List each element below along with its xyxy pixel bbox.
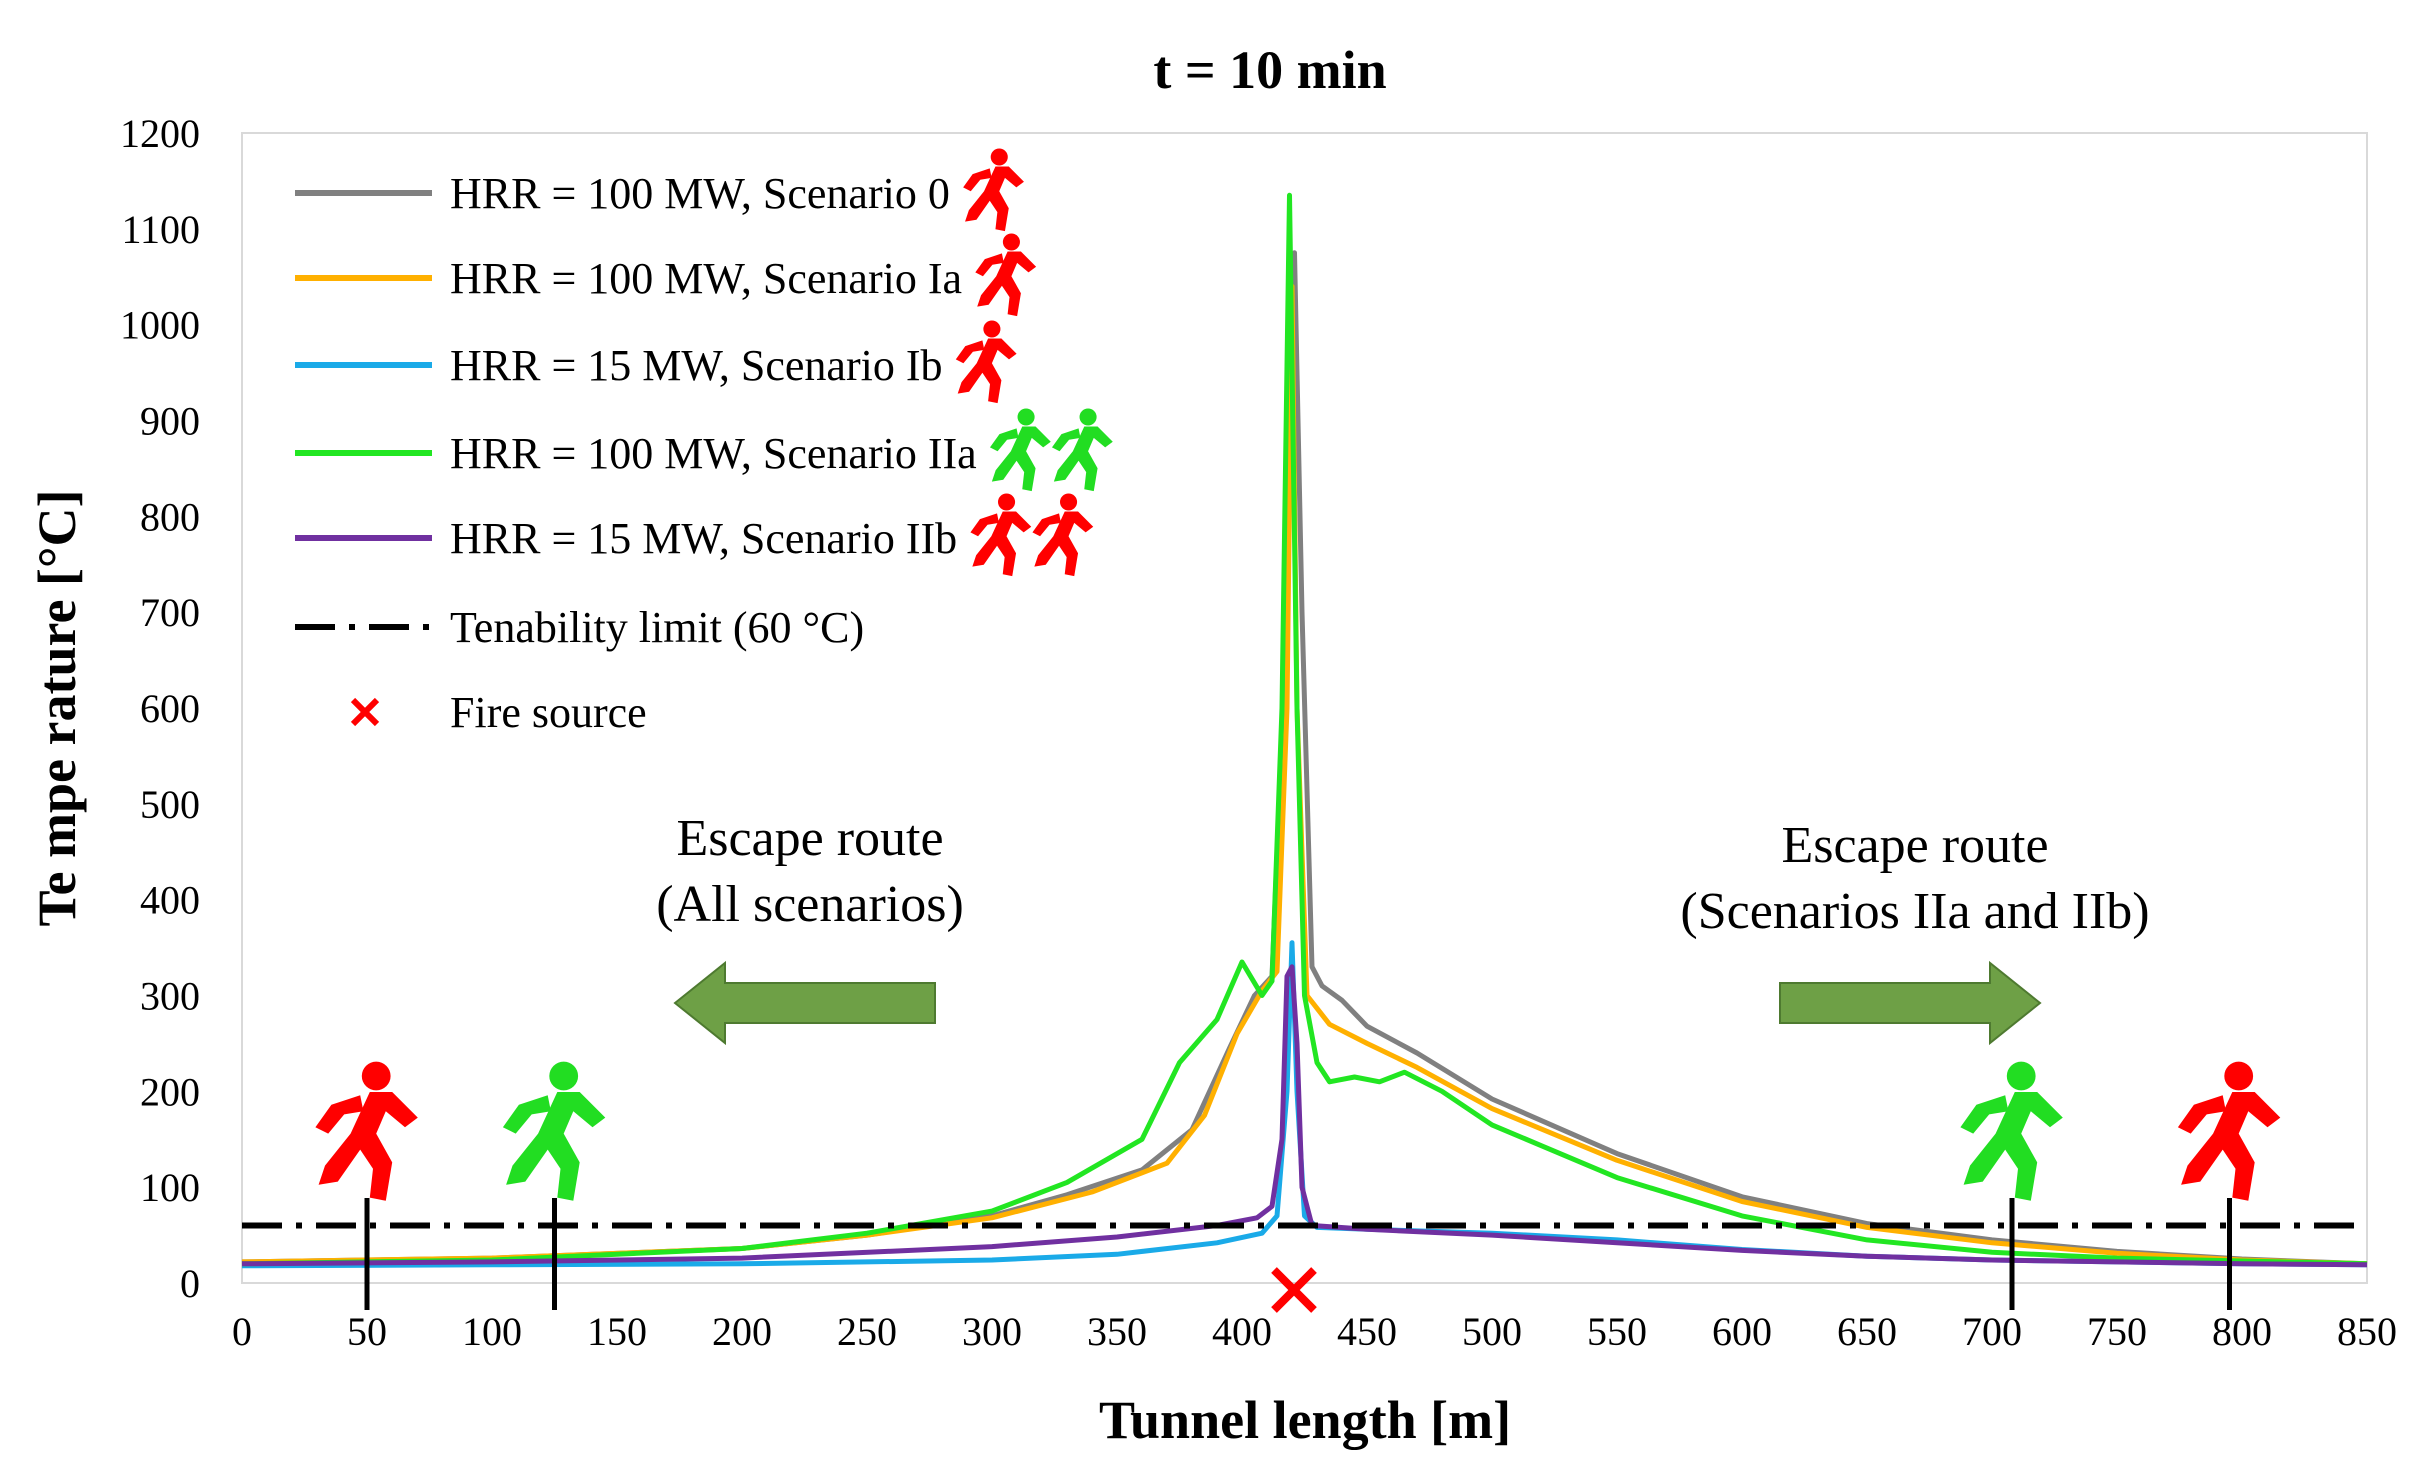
legend: HRR = 100 MW, Scenario 0 HRR = 100 MW, Sc… [295, 148, 1113, 737]
x-axis-title: Tunnel length [m] [1099, 1390, 1511, 1450]
red-runner-icon [970, 493, 1032, 577]
green-runner-icon [989, 408, 1051, 492]
x-tick-label: 800 [2212, 1309, 2272, 1354]
legend-label-5: Tenability limit (60 °C) [450, 603, 864, 652]
legend-label-fire-source: Fire source [450, 688, 647, 737]
green-runner-icon [502, 1061, 606, 1201]
x-tick-label: 300 [962, 1309, 1022, 1354]
y-tick-label: 200 [140, 1069, 200, 1114]
x-tick-label: 650 [1837, 1309, 1897, 1354]
x-tick-label: 250 [837, 1309, 897, 1354]
chart-title: t = 10 min [1153, 40, 1386, 100]
legend-label-2: HRR = 15 MW, Scenario Ib [450, 341, 943, 390]
y-tick-label: 1100 [121, 207, 200, 252]
x-tick-label: 600 [1712, 1309, 1772, 1354]
series-line-4 [241, 964, 2368, 1268]
x-tick-label: 550 [1587, 1309, 1647, 1354]
series-layer [241, 192, 2368, 1269]
x-tick-label: 100 [462, 1309, 522, 1354]
x-tick-label: 0 [232, 1309, 252, 1354]
annotation-left-line1: Escape route [676, 810, 943, 867]
x-tick-label: 350 [1087, 1309, 1147, 1354]
x-tick-label: 750 [2087, 1309, 2147, 1354]
annotation-left-line2: (All scenarios) [656, 876, 964, 933]
y-tick-label: 300 [140, 974, 200, 1019]
y-tick-label: 100 [140, 1165, 200, 1210]
y-tick-label: 800 [140, 494, 200, 539]
x-tick-label: 700 [1962, 1309, 2022, 1354]
legend-label-4: HRR = 15 MW, Scenario IIb [450, 514, 957, 563]
legend-label-1: HRR = 100 MW, Scenario Ia [450, 254, 962, 303]
y-axis-ticks: 0 100 200 300 400 500 600 700 800 900 1000 1100 1200 [120, 111, 200, 1306]
x-tick-label: 450 [1337, 1309, 1397, 1354]
red-runner-icon [963, 148, 1024, 232]
x-tick-label: 850 [2337, 1309, 2397, 1354]
red-runner-icon [2177, 1061, 2281, 1201]
annotation-left: Escape route (All scenarios) [656, 810, 964, 1046]
green-runner-icon [1960, 1061, 2063, 1201]
annotation-right-line2: (Scenarios IIa and IIb) [1680, 883, 2149, 940]
red-runner-icon [975, 233, 1037, 317]
red-runner-icon [955, 320, 1017, 404]
x-tick-label: 400 [1212, 1309, 1272, 1354]
right-arrow-icon [1779, 960, 2042, 1046]
annotation-right: Escape route (Scenarios IIa and IIb) [1680, 817, 2150, 1046]
red-runner-icon [1032, 493, 1094, 577]
annotation-right-line1: Escape route [1781, 817, 2048, 874]
fire-source-marker [1271, 1267, 1317, 1313]
green-runner-icon [1051, 408, 1113, 492]
x-tick-label: 150 [587, 1309, 647, 1354]
x-tick-label: 500 [1462, 1309, 1522, 1354]
series-line-3 [241, 192, 2368, 1267]
y-axis-title: Te mpe rature [°C] [27, 489, 87, 926]
y-tick-label: 0 [180, 1261, 200, 1306]
y-tick-label: 1000 [120, 303, 200, 348]
fire-source-legend-icon [350, 697, 380, 727]
y-tick-label: 600 [140, 686, 200, 731]
y-tick-label: 900 [140, 399, 200, 444]
y-tick-label: 500 [140, 782, 200, 827]
left-arrow-icon [673, 960, 936, 1046]
markers-layer [315, 1061, 2281, 1310]
x-axis-ticks: 0 50 100 150 200 250 300 350 400 450 500 550 600 650 7… [232, 1309, 2397, 1354]
x-tick-label: 200 [712, 1309, 772, 1354]
legend-label-0: HRR = 100 MW, Scenario 0 [450, 169, 950, 218]
x-tick-label: 50 [347, 1309, 387, 1354]
y-tick-label: 1200 [120, 111, 200, 156]
y-tick-label: 700 [140, 590, 200, 635]
legend-label-3: HRR = 100 MW, Scenario IIa [450, 429, 977, 478]
red-runner-icon [315, 1061, 418, 1201]
y-tick-label: 400 [140, 878, 200, 923]
